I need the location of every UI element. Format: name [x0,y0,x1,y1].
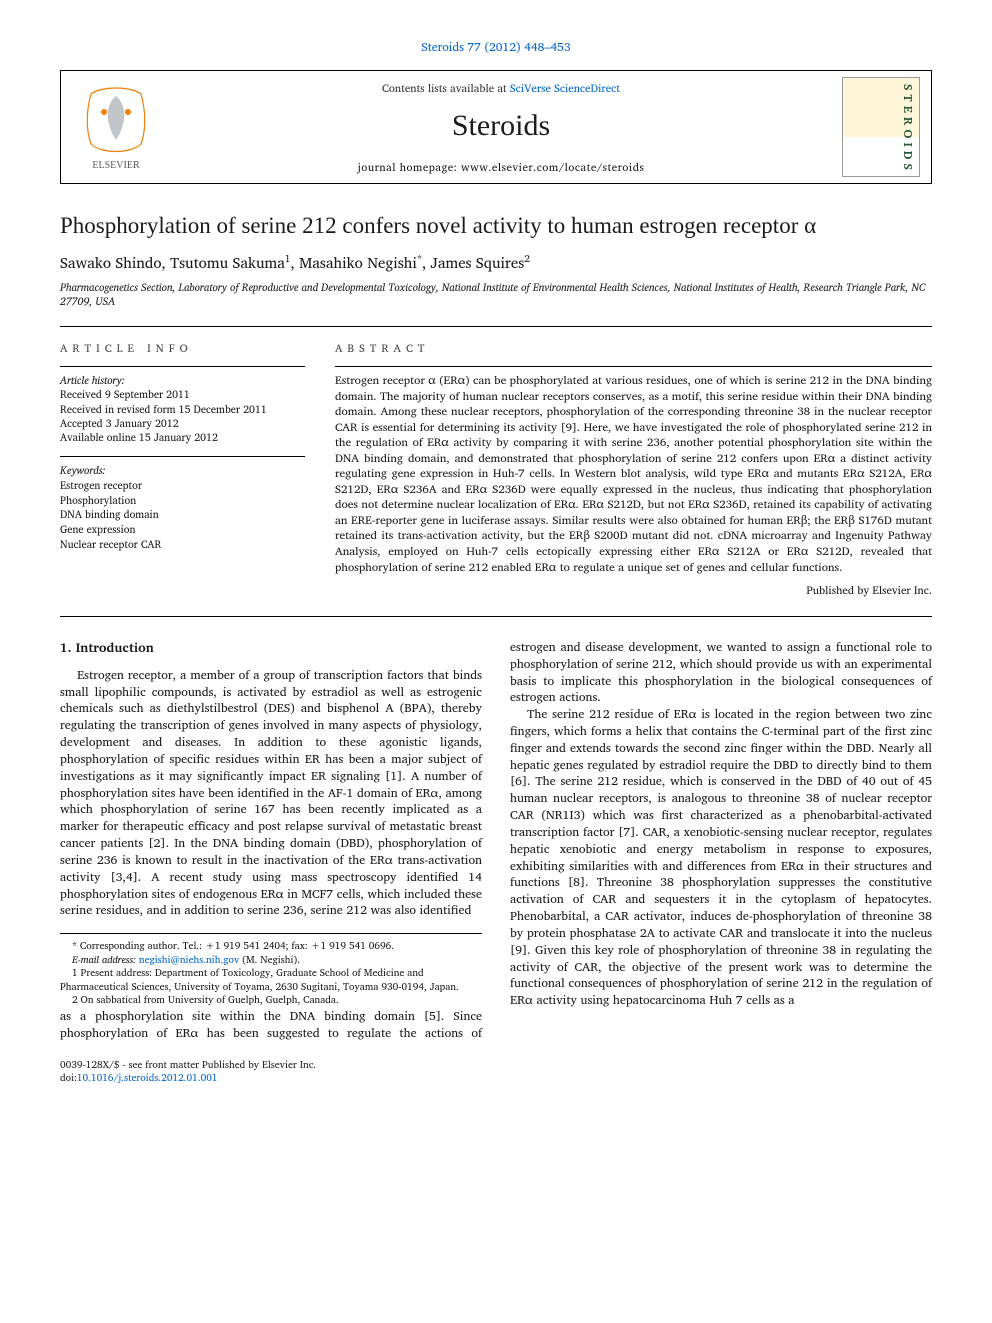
article-title: Phosphorylation of serine 212 confers no… [60,212,932,241]
sciencedirect-link[interactable]: SciVerse ScienceDirect [510,79,620,97]
homepage-prefix: journal homepage: [358,158,461,176]
publisher-logo-cell: ELSEVIER [61,71,171,183]
journal-header: ELSEVIER Contents lists available at Sci… [60,70,932,184]
doi-label: doi: [60,1070,77,1086]
body-p1: Estrogen receptor, a member of a group o… [60,667,482,919]
contents-line: Contents lists available at SciVerse Sci… [179,81,823,96]
rule-top [60,326,932,327]
cover-label: STEROIDS [899,84,915,174]
citation-link[interactable]: Steroids 77 (2012) 448–453 [421,38,570,57]
rule-abs [335,366,932,367]
homepage-url: www.elsevier.com/locate/steroids [461,158,644,176]
journal-homepage: journal homepage: www.elsevier.com/locat… [179,160,823,175]
abstract-text: Estrogen receptor α (ERα) can be phospho… [335,373,932,575]
cover-thumbnail: STEROIDS [842,77,920,177]
rule-info-2 [60,456,305,457]
body-text: 1. Introduction Estrogen receptor, a mem… [60,639,932,1042]
author-sup-2: 2 [524,251,530,267]
footer-doi: doi:10.1016/j.steroids.2012.01.001 [60,1072,932,1085]
article-info-heading: article info [60,341,305,356]
header-center: Contents lists available at SciVerse Sci… [171,71,831,183]
abstract-column: abstract Estrogen receptor α (ERα) can b… [335,341,932,597]
abstract-heading: abstract [335,341,932,356]
doi-link[interactable]: 10.1016/j.steroids.2012.01.001 [77,1070,218,1086]
author-list: Sawako Shindo, Tsutomu Sakuma1, Masahiko… [60,253,932,273]
page-footer: 0039-128X/$ - see front matter Published… [60,1059,932,1085]
author-seg-2: , Masahiko Negishi [291,250,417,275]
keywords-block: Keywords: Estrogen receptor Phosphorylat… [60,463,305,551]
rule-info-1 [60,366,305,367]
cover-cell: STEROIDS [831,71,931,183]
rule-bottom [60,616,932,617]
svg-text:ELSEVIER: ELSEVIER [92,160,140,171]
contents-prefix: Contents lists available at [382,79,510,97]
history-block: Article history: Received 9 September 20… [60,373,305,444]
article-info-column: article info Article history: Received 9… [60,341,305,597]
author-seg-1: Sawako Shindo, Tsutomu Sakuma [60,250,285,275]
journal-name: Steroids [179,106,823,147]
intro-heading: 1. Introduction [60,639,482,657]
publisher-line: Published by Elsevier Inc. [335,583,932,598]
elsevier-logo-icon: ELSEVIER [76,82,156,172]
footnotes: * Corresponding author. Tel.: +1 919 541… [60,933,482,1008]
body-p3: The serine 212 residue of ERα is located… [510,706,932,1009]
author-seg-3: , James Squires [422,250,524,275]
history-online: Available online 15 January 2012 [60,430,305,444]
info-abstract-row: article info Article history: Received 9… [60,341,932,597]
affiliation: Pharmacogenetics Section, Laboratory of … [60,281,932,308]
fn-present-address: 1 Present address: Department of Toxicol… [60,967,482,994]
top-citation: Steroids 77 (2012) 448–453 [60,40,932,56]
keyword-item: Nuclear receptor CAR [60,537,305,552]
